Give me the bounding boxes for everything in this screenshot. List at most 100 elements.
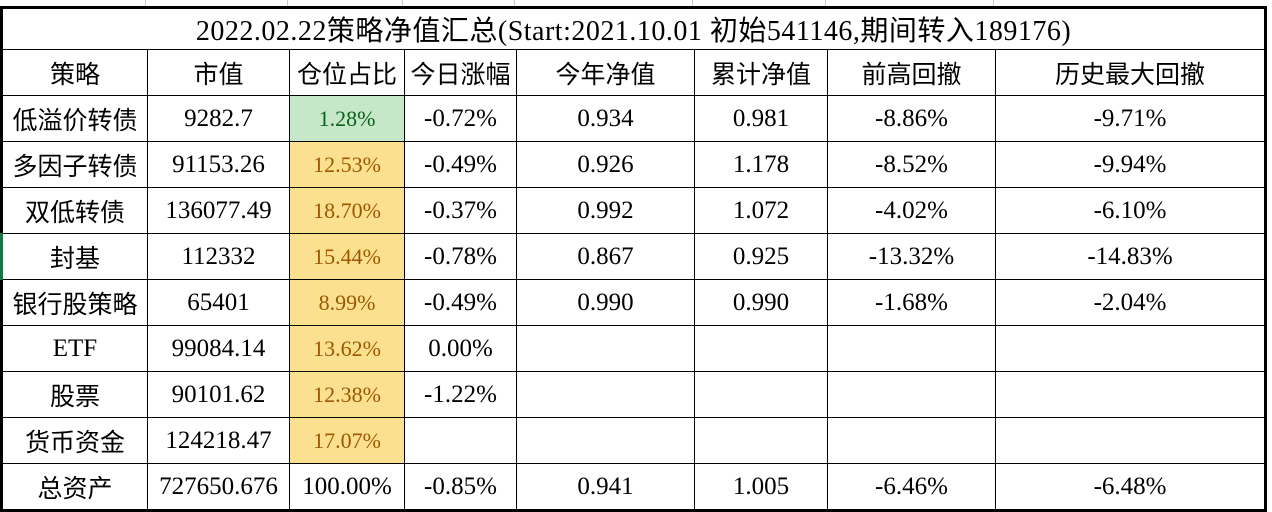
cell-strategy: ETF xyxy=(1,325,148,372)
cell-today-change: -0.72% xyxy=(404,95,517,142)
cell-drawdown-from-high xyxy=(827,325,996,372)
cell-position-pct: 13.62% xyxy=(289,325,405,372)
cell-max-drawdown: -9.71% xyxy=(994,95,1267,142)
column-header-max-drawdown: 历史最大回撤 xyxy=(994,49,1267,96)
cell-strategy: 封基 xyxy=(0,233,148,280)
cell-position-pct: 18.70% xyxy=(289,187,405,234)
clipped-cell-edge xyxy=(288,0,403,6)
cell-position-pct: 8.99% xyxy=(289,279,405,326)
cell-max-drawdown: -6.10% xyxy=(994,187,1267,234)
cell-today-change xyxy=(404,417,517,464)
cell-position-pct: 17.07% xyxy=(289,417,405,464)
cell-ytd-nav: 0.926 xyxy=(516,141,695,188)
cell-drawdown-from-high: -8.86% xyxy=(827,95,996,142)
column-header-drawdown-from-high: 前高回撤 xyxy=(827,49,996,96)
cell-position-pct: 100.00% xyxy=(289,463,405,511)
cell-drawdown-from-high: -13.32% xyxy=(827,233,996,280)
cell-strategy: 多因子转债 xyxy=(1,141,148,188)
cell-today-change: -0.85% xyxy=(404,463,517,511)
cell-today-change: -0.37% xyxy=(404,187,517,234)
cell-ytd-nav xyxy=(516,371,695,418)
clipped-cell-edge xyxy=(0,0,146,6)
cell-ytd-nav xyxy=(516,417,695,464)
cell-strategy: 总资产 xyxy=(1,463,148,511)
cell-cumulative-nav: 1.005 xyxy=(694,463,828,511)
cell-strategy: 低溢价转债 xyxy=(1,95,148,142)
table-row: 银行股策略 65401 8.99% -0.49% 0.990 0.990 -1.68% -2.… xyxy=(1,279,1267,326)
cell-drawdown-from-high: -6.46% xyxy=(827,463,996,511)
cell-position-pct: 12.53% xyxy=(289,141,405,188)
clipped-cell-edge xyxy=(693,0,826,6)
table-row: 低溢价转债 9282.7 1.28% -0.72% 0.934 0.981 -8.86% -9… xyxy=(1,95,1267,142)
table-title: 2022.02.22策略净值汇总(Start:2021.10.01 初始5411… xyxy=(0,7,1267,50)
cell-strategy: 双低转债 xyxy=(1,187,148,234)
clipped-cell-edge xyxy=(403,0,515,6)
cell-max-drawdown xyxy=(994,325,1267,372)
cell-strategy: 股票 xyxy=(1,371,148,418)
cell-today-change: -1.22% xyxy=(404,371,517,418)
strategy-nav-summary-table: 2022.02.22策略净值汇总(Start:2021.10.01 初始5411… xyxy=(0,6,1268,512)
cell-today-change: -0.78% xyxy=(404,233,517,280)
column-header-strategy: 策略 xyxy=(1,49,148,96)
cell-max-drawdown: -6.48% xyxy=(994,463,1267,511)
cell-ytd-nav: 0.941 xyxy=(516,463,695,511)
table-body: 低溢价转债 9282.7 1.28% -0.72% 0.934 0.981 -8.86% -9… xyxy=(0,95,1267,511)
cell-max-drawdown: -2.04% xyxy=(994,279,1267,326)
cell-cumulative-nav xyxy=(694,325,828,372)
table-row: ETF 99084.14 13.62% 0.00% xyxy=(1,325,1267,372)
cell-ytd-nav: 0.990 xyxy=(516,279,695,326)
cell-position-pct: 12.38% xyxy=(289,371,405,418)
cell-today-change: 0.00% xyxy=(404,325,517,372)
clipped-cell-edge xyxy=(146,0,288,6)
cell-max-drawdown xyxy=(994,417,1267,464)
cell-today-change: -0.49% xyxy=(404,141,517,188)
column-header-cumulative-nav: 累计净值 xyxy=(694,49,828,96)
cell-strategy: 银行股策略 xyxy=(1,279,148,326)
cell-cumulative-nav: 0.981 xyxy=(694,95,828,142)
cell-ytd-nav: 0.992 xyxy=(516,187,695,234)
table-row: 多因子转债 91153.26 12.53% -0.49% 0.926 1.178 -8.52… xyxy=(1,141,1267,188)
cell-market-value: 91153.26 xyxy=(147,141,290,188)
table-row: 封基 112332 15.44% -0.78% 0.867 0.925 -13.32% -14… xyxy=(0,233,1267,280)
cell-market-value: 136077.49 xyxy=(147,187,290,234)
clipped-cell-edge xyxy=(994,0,1263,6)
cell-market-value: 727650.676 xyxy=(147,463,290,511)
cell-ytd-nav: 0.867 xyxy=(516,233,695,280)
cell-market-value: 65401 xyxy=(147,279,290,326)
column-header-ytd-nav: 今年净值 xyxy=(516,49,695,96)
cell-cumulative-nav: 0.925 xyxy=(694,233,828,280)
cell-market-value: 124218.47 xyxy=(147,417,290,464)
cell-market-value: 112332 xyxy=(147,233,290,280)
cell-max-drawdown: -14.83% xyxy=(994,233,1267,280)
cell-strategy: 货币资金 xyxy=(1,417,148,464)
table-row: 货币资金 124218.47 17.07% xyxy=(1,417,1267,464)
cell-max-drawdown xyxy=(994,371,1267,418)
cell-drawdown-from-high: -4.02% xyxy=(827,187,996,234)
table-row: 总资产 727650.676 100.00% -0.85% 0.941 1.005 -6.4… xyxy=(1,463,1267,511)
cell-drawdown-from-high xyxy=(827,371,996,418)
cell-position-pct: 15.44% xyxy=(289,233,405,280)
clipped-cell-edge xyxy=(826,0,994,6)
column-header-position-pct: 仓位占比 xyxy=(289,49,405,96)
cell-drawdown-from-high: -8.52% xyxy=(827,141,996,188)
cell-ytd-nav xyxy=(516,325,695,372)
header-row: 策略 市值 仓位占比 今日涨幅 今年净值 累计净值 前高回撤 历史最大回撤 xyxy=(1,49,1267,96)
clipped-row-above xyxy=(0,0,1264,6)
cell-market-value: 90101.62 xyxy=(147,371,290,418)
table-row: 双低转债 136077.49 18.70% -0.37% 0.992 1.072 -4.02… xyxy=(1,187,1267,234)
cell-today-change: -0.49% xyxy=(404,279,517,326)
cell-ytd-nav: 0.934 xyxy=(516,95,695,142)
cell-market-value: 9282.7 xyxy=(147,95,290,142)
cell-cumulative-nav: 1.072 xyxy=(694,187,828,234)
cell-market-value: 99084.14 xyxy=(147,325,290,372)
cell-cumulative-nav xyxy=(694,371,828,418)
column-header-market-value: 市值 xyxy=(147,49,290,96)
cell-cumulative-nav: 1.178 xyxy=(694,141,828,188)
cell-cumulative-nav xyxy=(694,417,828,464)
table-row: 股票 90101.62 12.38% -1.22% xyxy=(1,371,1267,418)
cell-drawdown-from-high xyxy=(827,417,996,464)
column-header-today-change: 今日涨幅 xyxy=(404,49,517,96)
clipped-cell-edge xyxy=(515,0,693,6)
cell-position-pct: 1.28% xyxy=(289,95,405,142)
